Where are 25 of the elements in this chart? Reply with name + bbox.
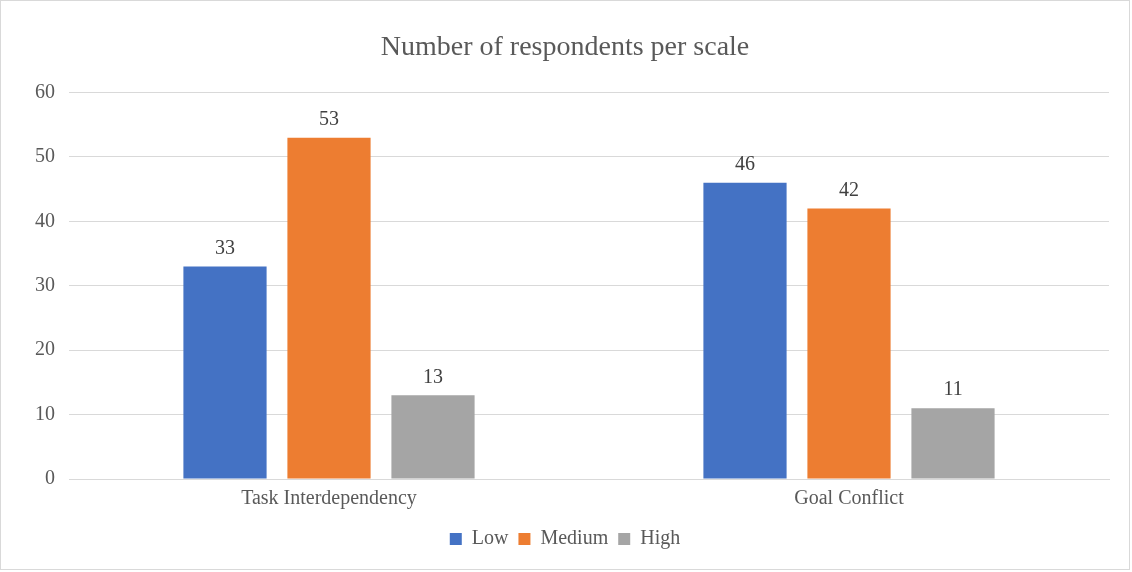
data-label: 33 [215, 235, 235, 258]
legend-label: Medium [540, 526, 609, 549]
y-tick-label: 40 [35, 208, 55, 231]
bar [911, 408, 995, 479]
bar [287, 137, 371, 479]
y-tick-label: 10 [35, 401, 55, 424]
data-label: 46 [735, 152, 755, 175]
bar [703, 182, 787, 479]
x-tick-label: Task Interdependency [241, 486, 417, 510]
data-label: 53 [319, 106, 339, 129]
y-tick-label: 20 [35, 337, 55, 360]
data-label: 42 [839, 177, 859, 200]
x-tick-label: Goal Conflict [794, 486, 905, 509]
data-label: 13 [423, 364, 443, 387]
y-tick-label: 30 [35, 273, 55, 296]
bar [807, 208, 891, 479]
y-tick-label: 60 [35, 79, 55, 102]
data-label: 11 [943, 377, 963, 400]
bar [391, 395, 475, 479]
y-tick-label: 50 [35, 144, 55, 167]
chart-title: Number of respondents per scale [380, 30, 750, 62]
bar [183, 266, 267, 479]
y-tick-label: 0 [45, 466, 55, 489]
legend-label: High [640, 526, 681, 550]
legend-label: Low [471, 526, 509, 549]
